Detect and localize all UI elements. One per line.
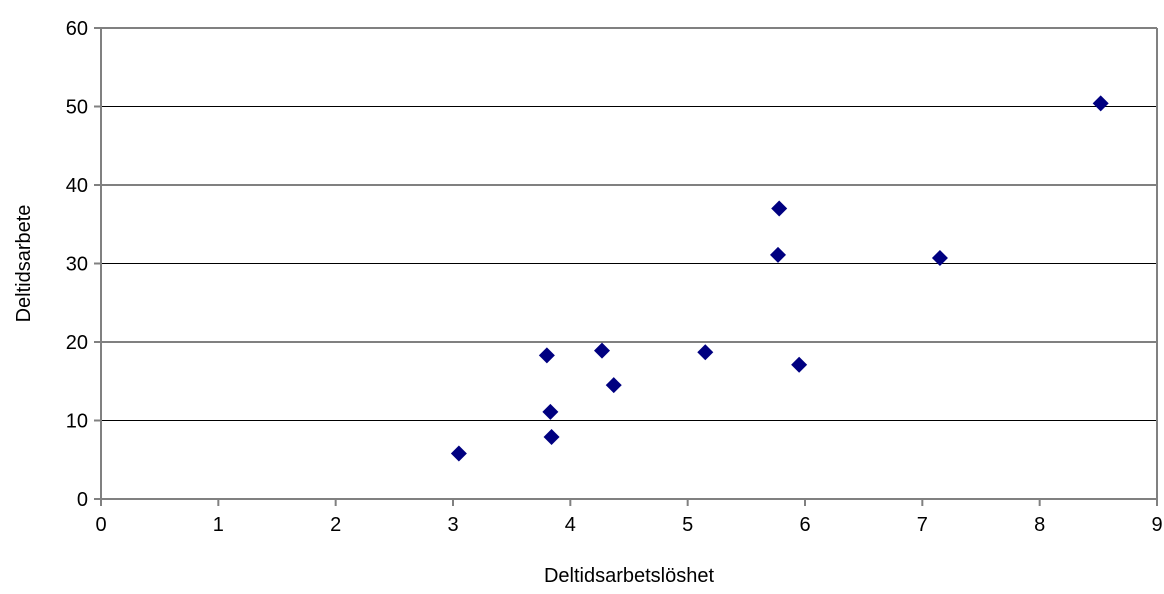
- y-tick-label: 20: [66, 332, 88, 354]
- data-point-diamond: [450, 445, 467, 462]
- y-axis-title: Deltidsarbete: [13, 205, 35, 323]
- data-point-diamond: [538, 347, 555, 364]
- y-tick-label: 10: [66, 411, 88, 433]
- y-tick-label: 50: [66, 97, 88, 119]
- y-tick-label: 60: [66, 18, 88, 40]
- x-tick-label: 0: [95, 514, 106, 536]
- x-tick-label: 2: [330, 514, 341, 536]
- y-tick-label: 30: [66, 254, 88, 276]
- data-point-diamond: [697, 344, 714, 361]
- y-tick-label: 0: [77, 489, 88, 511]
- x-tick-label: 6: [799, 514, 810, 536]
- x-tick-label: 3: [447, 514, 458, 536]
- data-point-diamond: [931, 250, 948, 267]
- data-point-diamond: [771, 200, 788, 217]
- gridlines: [101, 27, 1157, 421]
- data-point-diamond: [542, 403, 559, 420]
- x-tick-label: 1: [213, 514, 224, 536]
- data-point-diamond: [1092, 95, 1109, 112]
- data-points: [450, 95, 1109, 462]
- x-tick-label: 5: [682, 514, 693, 536]
- data-point-diamond: [791, 356, 808, 373]
- x-tick-label: 4: [565, 514, 576, 536]
- y-ticks: 0 10 20 30 40 50 60: [66, 18, 101, 511]
- x-tick-label: 9: [1151, 514, 1162, 536]
- data-point-diamond: [594, 342, 611, 359]
- x-tick-label: 7: [917, 514, 928, 536]
- y-tick-label: 40: [66, 175, 88, 197]
- x-axis-title: Deltidsarbetslöshet: [544, 565, 715, 587]
- data-point-diamond: [770, 246, 787, 263]
- data-point-diamond: [605, 377, 622, 394]
- data-point-diamond: [543, 428, 560, 445]
- x-ticks: 0 1 2 3 4 5 6 7 8 9: [95, 499, 1163, 536]
- x-tick-label: 8: [1034, 514, 1045, 536]
